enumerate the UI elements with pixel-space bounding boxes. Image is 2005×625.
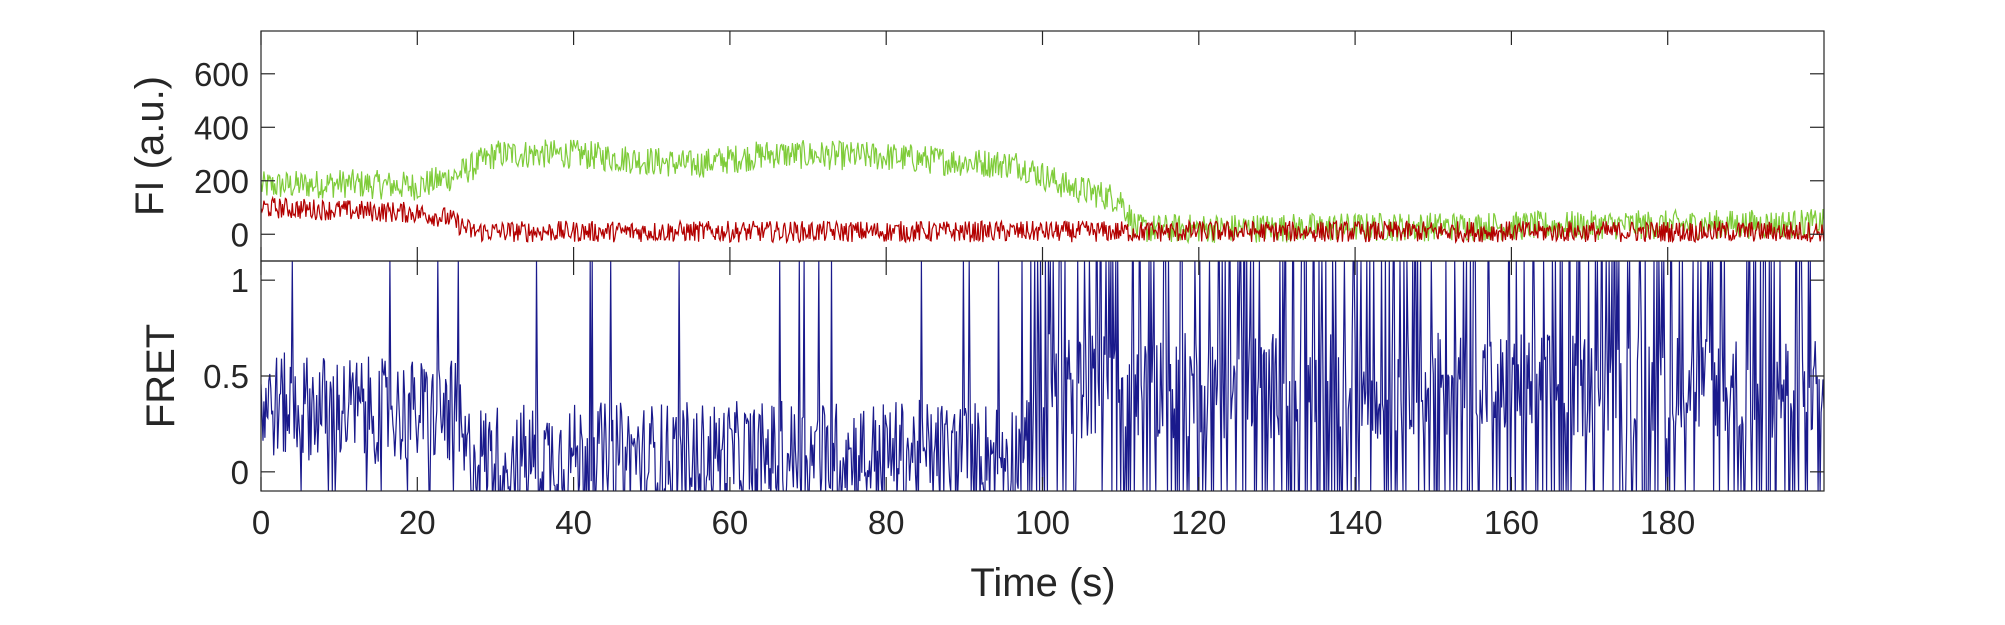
- fret-trace-line: [261, 261, 1824, 491]
- xtick-label: 160: [1484, 504, 1539, 541]
- fluorescence-panel: 0 200 400 600 FI (a.u.): [128, 30, 1825, 262]
- time-xlabel: Time (s): [970, 561, 1115, 605]
- ytick-label: 600: [194, 56, 249, 93]
- fret-ylabel: FRET: [139, 324, 183, 428]
- xtick-label: 60: [712, 504, 749, 541]
- xtick-label: 0: [252, 504, 270, 541]
- ytick-label: 0.5: [203, 358, 249, 395]
- xtick-label: 140: [1328, 504, 1383, 541]
- ytick-label: 0: [231, 454, 249, 491]
- xtick-label: 120: [1171, 504, 1226, 541]
- xtick-label: 20: [399, 504, 436, 541]
- xtick-label: 40: [555, 504, 592, 541]
- ytick-label: 200: [194, 163, 249, 200]
- ytick-label: 400: [194, 109, 249, 146]
- ytick-label: 0: [231, 216, 249, 253]
- xtick-label: 180: [1640, 504, 1695, 541]
- fluorescence-ylabel: FI (a.u.): [128, 76, 172, 216]
- ytick-label: 1: [231, 262, 249, 299]
- xtick-label: 80: [868, 504, 905, 541]
- xtick-label: 100: [1015, 504, 1070, 541]
- red-trace-line: [261, 195, 1824, 245]
- fret-panel: 0 0.5 1 0 20 40 60 80 100 120 140 160 180 FRET Time…: [139, 260, 1825, 605]
